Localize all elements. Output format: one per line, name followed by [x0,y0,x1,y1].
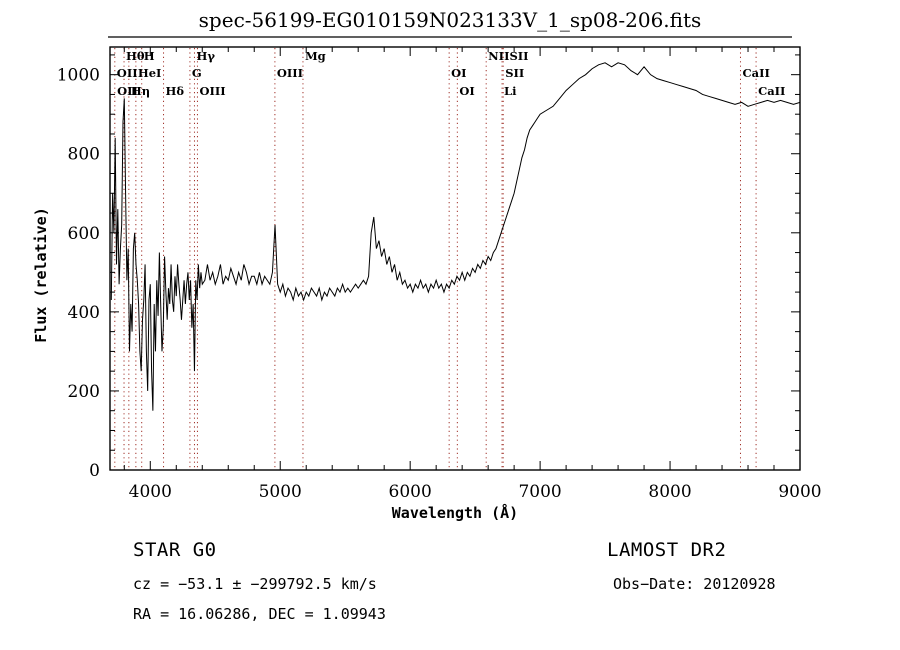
y-tick-label: 800 [68,145,100,165]
x-tick-label: 9000 [778,482,821,502]
x-tick-label: 8000 [648,482,691,502]
x-tick-label: 6000 [389,482,432,502]
x-tick-label: 5000 [259,482,302,502]
obs-date-text: Obs−Date: 20120928 [613,575,776,593]
line-marker-label: Hθ [126,49,145,63]
y-tick-label: 0 [89,461,100,481]
y-tick-label: 600 [68,224,100,244]
object-class-text: STAR G0 [133,539,217,561]
plot-area: 4000 5000 6000 7000 8000 9000 0 200 400 600 800 100… [57,46,822,502]
line-marker-label: NIISII [488,49,528,63]
line-marker-label: OIII [199,84,225,98]
page-title: spec-56199-EG010159N023133V_1_sp08-206.f… [199,8,702,32]
cz-text: cz = −53.1 ± −299792.5 km/s [133,575,377,593]
line-marker-label: CaII [742,66,769,80]
line-marker-label: OIII [277,66,303,80]
line-marker-label: Li [504,84,517,98]
coords-text: RA = 16.06286, DEC = 1.09943 [133,605,386,623]
x-axis-label: Wavelength (Å) [392,503,518,522]
line-marker-label: OII [117,84,138,98]
line-marker-label: OI [451,66,466,80]
plot-frame [109,46,801,471]
x-tick-label: 4000 [129,482,172,502]
line-marker-label: Hγ [196,49,215,63]
line-marker-label: H [144,49,155,63]
spectrum-trace [110,62,801,411]
line-marker-label: SII [505,66,524,80]
y-axis-label: Flux (relative) [32,207,50,342]
y-tick-label: 200 [68,382,100,402]
line-marker-label: Hδ [166,84,185,98]
x-tick-label: 7000 [518,482,561,502]
line-marker-label: HeI [138,66,162,80]
survey-text: LAMOST DR2 [607,539,726,561]
line-marker-label: OII [117,66,138,80]
line-marker-label: G [192,66,202,80]
line-marker-label: Mg [305,49,326,63]
y-tick-label: 1000 [57,66,100,86]
line-marker-label: Hη [131,84,150,98]
line-marker-label: OI [459,84,474,98]
y-tick-label: 400 [68,303,100,323]
line-marker-label: CaII [758,84,785,98]
